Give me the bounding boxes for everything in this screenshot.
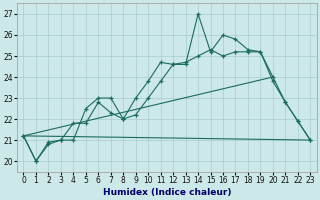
X-axis label: Humidex (Indice chaleur): Humidex (Indice chaleur) [103,188,231,197]
